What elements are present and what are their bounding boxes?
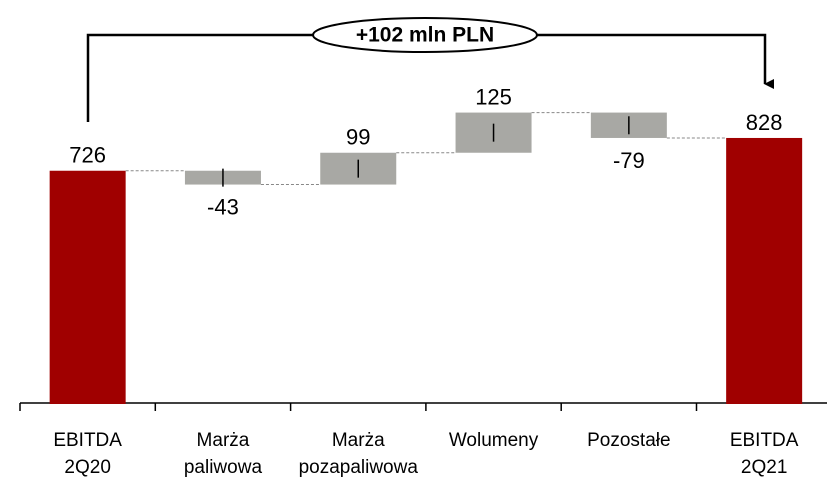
bar <box>726 137 803 404</box>
value-label: -79 <box>613 148 645 173</box>
x-tick-label: EBITDA 2Q21 <box>730 430 799 478</box>
x-tick-label: EBITDA 2Q20 <box>53 430 122 478</box>
x-tick-label-line: 2Q20 <box>64 457 110 478</box>
value-label: 828 <box>746 110 783 135</box>
x-tick-label-line: pozapaliwowa <box>299 457 419 478</box>
x-tick-label: Marża paliwowa <box>184 430 263 478</box>
x-tick-label-line: Marża <box>332 430 385 451</box>
x-tick-label-line: EBITDA <box>53 430 122 451</box>
x-tick-label-line: Marża <box>197 430 250 451</box>
value-label: 99 <box>346 125 370 150</box>
x-tick-label-line: EBITDA <box>730 430 799 451</box>
bar <box>49 170 126 404</box>
x-tick-label: Marża pozapaliwowa <box>299 430 419 478</box>
value-label: 726 <box>69 143 106 168</box>
annotation-box <box>312 17 538 53</box>
annotation: +102 mln PLN <box>356 24 494 47</box>
x-tick-label: Wolumeny <box>449 430 539 451</box>
x-tick-label-line: 2Q21 <box>741 457 787 478</box>
x-tick-label-line: Wolumeny <box>449 430 539 451</box>
x-tick-label-line: Pozostałe <box>587 430 670 451</box>
x-tick-label-line: paliwowa <box>184 457 263 478</box>
x-tick-label: Pozostałe <box>587 430 670 451</box>
value-label: 125 <box>475 84 512 109</box>
value-label: -43 <box>207 194 239 219</box>
